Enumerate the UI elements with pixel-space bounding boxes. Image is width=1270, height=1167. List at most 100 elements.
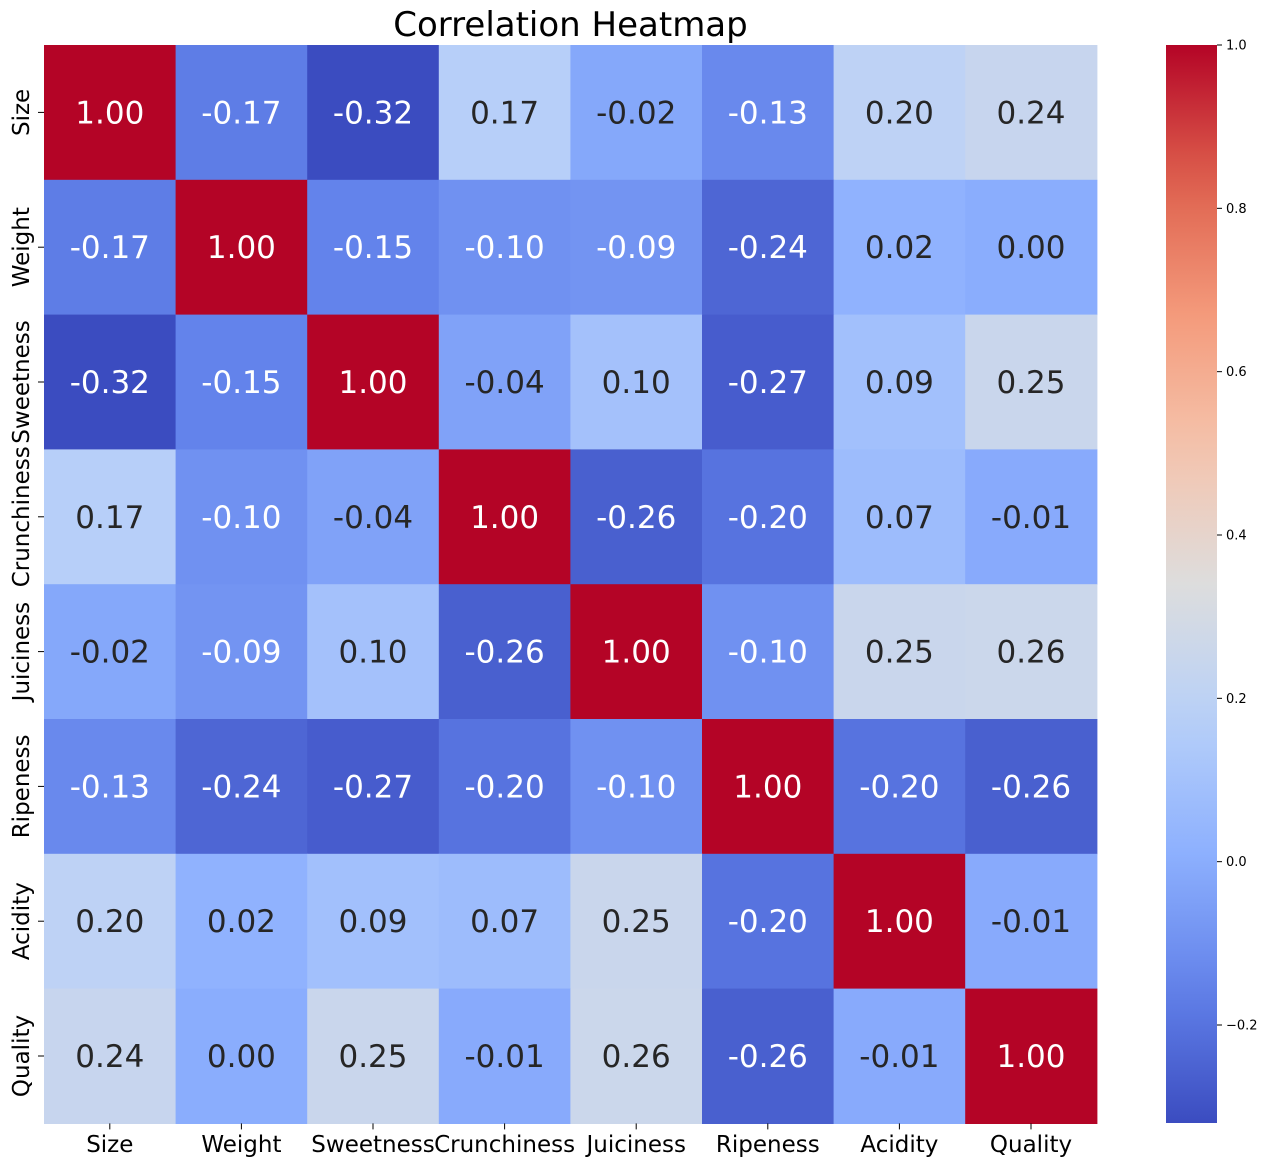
y-tick-label: Weight xyxy=(9,207,35,287)
heatmap-cell-quality-sweetness xyxy=(307,988,440,1124)
heatmap-cell-label: 1.00 xyxy=(865,904,934,940)
heatmap-cell-label: -0.26 xyxy=(728,1039,808,1075)
heatmap-cell-acidity-weight xyxy=(175,853,308,990)
heatmap-cell-crunchiness-size xyxy=(44,449,177,585)
y-axis: Size Weight Sweetness Crunchiness Juiciness R… xyxy=(9,89,44,1097)
heatmap-cell-label: -0.15 xyxy=(333,230,413,266)
heatmap-cell-label: -0.02 xyxy=(70,635,150,671)
heatmap-cell-label: -0.20 xyxy=(728,904,808,940)
colorbar-tick-label: 0.8 xyxy=(1226,202,1247,217)
heatmap-cell-label: 0.10 xyxy=(338,635,407,671)
heatmap-cell-label: -0.27 xyxy=(333,769,413,805)
heatmap-cell-label: -0.32 xyxy=(333,95,413,131)
heatmap-cell-label: -0.20 xyxy=(464,769,544,805)
heatmap-cell-weight-crunchiness xyxy=(438,179,571,316)
heatmap-cell-size-juiciness xyxy=(570,45,703,181)
heatmap-cell-label: -0.01 xyxy=(859,1039,939,1075)
heatmap-cell-ripeness-juiciness xyxy=(570,719,703,855)
colorbar-tick-label: 0.4 xyxy=(1226,529,1247,544)
heatmap-cell-label: 0.20 xyxy=(865,95,934,131)
heatmap-cell-label: -0.04 xyxy=(464,365,544,401)
heatmap-cell-crunchiness-juiciness xyxy=(570,449,703,585)
heatmap-cell-juiciness-weight xyxy=(175,584,308,720)
colorbar: −0.2 0.0 0.2 0.4 0.6 0.8 1.0 xyxy=(1166,39,1258,1123)
heatmap-cell-ripeness-size xyxy=(44,719,177,855)
heatmap-cell-juiciness-size xyxy=(44,584,177,720)
heatmap-cell-crunchiness-ripeness xyxy=(702,449,835,585)
heatmap-cell-acidity-sweetness xyxy=(307,853,440,990)
heatmap-cell-crunchiness-quality xyxy=(965,449,1098,585)
heatmap-cell-juiciness-acidity xyxy=(833,584,966,720)
heatmap-cell-quality-acidity xyxy=(833,988,966,1124)
heatmap-cell-label: 0.25 xyxy=(996,365,1065,401)
heatmap-cell-label: -0.02 xyxy=(596,95,676,131)
heatmap-cell-ripeness-sweetness xyxy=(307,719,440,855)
heatmap-cell-quality-juiciness xyxy=(570,988,703,1124)
heatmap-cell-quality-weight xyxy=(175,988,308,1124)
heatmap-cell-acidity-acidity xyxy=(833,853,966,990)
heatmap-cell-label: -0.01 xyxy=(991,500,1071,536)
heatmap-cell-label: -0.10 xyxy=(596,769,676,805)
heatmap-cell-label: 0.25 xyxy=(865,635,934,671)
heatmap-cell-label: -0.10 xyxy=(201,500,281,536)
heatmap-cell-label: 0.17 xyxy=(470,95,539,131)
heatmap-cell-label: 1.00 xyxy=(733,769,802,805)
y-tick-label: Sweetness xyxy=(9,320,35,443)
heatmap-cell-label: -0.01 xyxy=(991,904,1071,940)
heatmap-cell-crunchiness-acidity xyxy=(833,449,966,585)
y-tick-label: Crunchiness xyxy=(9,446,35,587)
heatmap-cell-label: -0.01 xyxy=(464,1039,544,1075)
heatmap-cell-label: -0.26 xyxy=(991,769,1071,805)
heatmap-cell-label: -0.27 xyxy=(728,365,808,401)
heatmap-cell-sweetness-juiciness xyxy=(570,314,703,450)
heatmap-cell-label: -0.20 xyxy=(728,500,808,536)
heatmap-cell-weight-acidity xyxy=(833,179,966,316)
heatmap-cell-quality-quality xyxy=(965,988,1098,1124)
heatmap-cell-sweetness-size xyxy=(44,314,177,450)
colorbar-tick-label: 1.0 xyxy=(1226,39,1247,54)
heatmap-cell-juiciness-sweetness xyxy=(307,584,440,720)
heatmap-cell-ripeness-acidity xyxy=(833,719,966,855)
heatmap-cell-size-quality xyxy=(965,45,1098,181)
y-tick-label: Size xyxy=(9,89,35,136)
colorbar-tick-label: 0.6 xyxy=(1226,365,1247,380)
heatmap-cell-size-sweetness xyxy=(307,45,440,181)
heatmap-cell-label: -0.04 xyxy=(333,500,413,536)
x-tick-label: Size xyxy=(86,1132,133,1158)
heatmap-cell-label: 0.09 xyxy=(865,365,934,401)
heatmap-cell-ripeness-ripeness xyxy=(702,719,835,855)
x-tick-label: Juiciness xyxy=(584,1132,685,1158)
heatmap-cell-size-crunchiness xyxy=(438,45,571,181)
heatmap-cell-label: 1.00 xyxy=(75,95,144,131)
heatmap-cell-sweetness-ripeness xyxy=(702,314,835,450)
heatmap-cell-label: -0.17 xyxy=(201,95,281,131)
heatmap-cell-label: 0.24 xyxy=(996,95,1065,131)
y-tick-label: Quality xyxy=(9,1015,35,1097)
heatmap-cell-weight-quality xyxy=(965,179,1098,316)
heatmap-cell-label: 0.07 xyxy=(865,500,934,536)
heatmap-cell-sweetness-quality xyxy=(965,314,1098,450)
heatmap-cell-ripeness-quality xyxy=(965,719,1098,855)
heatmap-cell-label: 0.02 xyxy=(865,230,934,266)
heatmap-cell-label: 0.00 xyxy=(207,1039,276,1075)
heatmap-cell-label: -0.24 xyxy=(728,230,808,266)
heatmap-cell-label: 0.10 xyxy=(602,365,671,401)
heatmap-cell-label: -0.09 xyxy=(596,230,676,266)
heatmap-cell-label: -0.13 xyxy=(728,95,808,131)
colorbar-tick-label: 0.0 xyxy=(1226,855,1247,870)
heatmap-cell-sweetness-crunchiness xyxy=(438,314,571,450)
heatmap-cells xyxy=(44,45,1098,1124)
heatmap-cell-acidity-size xyxy=(44,853,177,990)
heatmap-cell-label: 0.00 xyxy=(996,230,1065,266)
heatmap-cell-label: 0.26 xyxy=(602,1039,671,1075)
heatmap-cell-size-weight xyxy=(175,45,308,181)
heatmap-cell-label: 1.00 xyxy=(470,500,539,536)
heatmap-cell-label: 1.00 xyxy=(207,230,276,266)
heatmap-cell-label: -0.17 xyxy=(70,230,150,266)
y-tick-label: Acidity xyxy=(9,882,35,960)
heatmap-cell-label: 0.09 xyxy=(338,904,407,940)
heatmap-cell-acidity-crunchiness xyxy=(438,853,571,990)
heatmap-cell-acidity-quality xyxy=(965,853,1098,990)
heatmap-cell-quality-crunchiness xyxy=(438,988,571,1124)
